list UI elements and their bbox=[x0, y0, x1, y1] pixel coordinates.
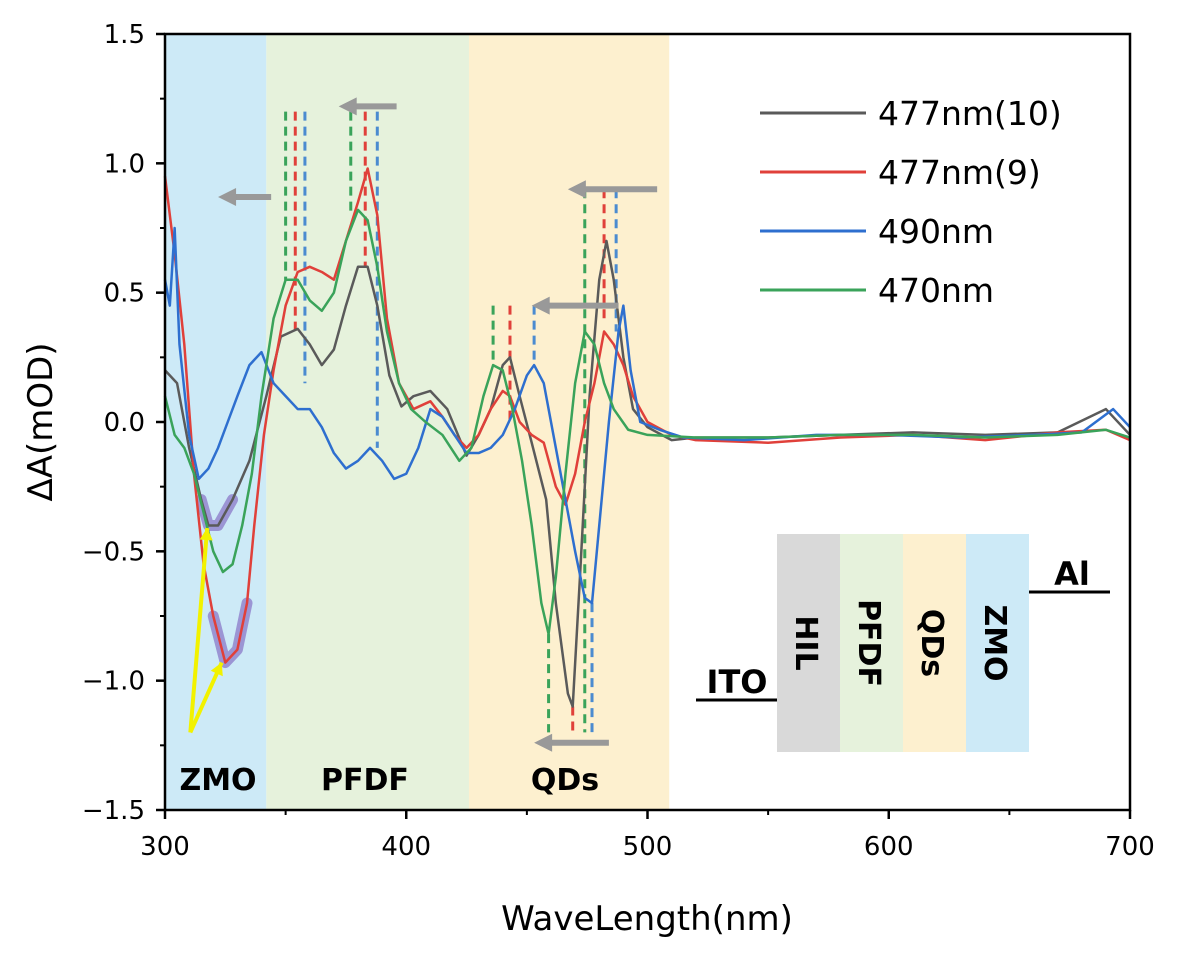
shift-arrow-head bbox=[567, 180, 586, 199]
x-axis-ticks: 300 400 500 600 700 bbox=[140, 810, 1155, 862]
layer-zmo-label: ZMO bbox=[977, 604, 1012, 681]
shift-arrow-head bbox=[531, 296, 550, 315]
x-tick-label: 600 bbox=[864, 832, 914, 862]
legend: 477nm(10) 477nm(9) 490nm 470nm bbox=[760, 94, 1062, 310]
layer-pfdf bbox=[840, 534, 903, 752]
yellow-arrow-line bbox=[188, 661, 224, 734]
y-tick-label: 0.5 bbox=[104, 279, 145, 309]
region-band bbox=[266, 34, 469, 810]
y-axis-label: ΔA(mOD) bbox=[21, 342, 61, 501]
region-bands bbox=[165, 34, 670, 810]
y-tick-label: −1.0 bbox=[82, 667, 145, 697]
shift-arrows bbox=[188, 97, 658, 752]
layer-qds bbox=[903, 534, 966, 752]
layer-pfdf-label: PFDF bbox=[851, 599, 886, 687]
legend-label: 477nm(9) bbox=[878, 153, 1041, 192]
yellow-arrow-head bbox=[199, 528, 213, 541]
layer-zmo bbox=[966, 534, 1029, 752]
device-diagram: HIL PFDF QDs ZMO ITO Al bbox=[696, 534, 1110, 752]
legend-label: 470nm bbox=[878, 271, 994, 310]
legend-label: 490nm bbox=[878, 212, 994, 251]
x-tick-label: 700 bbox=[1105, 832, 1155, 862]
legend-label: 477nm(10) bbox=[878, 94, 1062, 133]
shift-arrow-head bbox=[338, 97, 357, 116]
x-tick-label: 500 bbox=[623, 832, 673, 862]
series-line bbox=[163, 167, 1131, 664]
series-lines bbox=[163, 167, 1131, 708]
region-label-qds: QDs bbox=[531, 763, 599, 798]
layer-hil bbox=[777, 534, 840, 752]
yellow-arrow-line bbox=[188, 527, 210, 733]
x-tick-label: 300 bbox=[140, 832, 190, 862]
y-tick-label: −1.5 bbox=[82, 796, 145, 826]
y-tick-label: 1.5 bbox=[104, 20, 145, 50]
shift-arrow-head bbox=[218, 187, 237, 206]
region-label-pfdf: PFDF bbox=[321, 763, 409, 798]
layer-qds-label: QDs bbox=[914, 609, 949, 677]
region-label-zmo: ZMO bbox=[179, 763, 256, 798]
x-tick-label: 400 bbox=[381, 832, 431, 862]
layer-hil-label: HIL bbox=[788, 615, 823, 670]
y-tick-label: 0.0 bbox=[104, 408, 145, 438]
shift-arrow-head bbox=[534, 733, 553, 752]
x-axis-label: WaveLength(nm) bbox=[501, 899, 793, 939]
ito-label: ITO bbox=[707, 663, 768, 701]
yellow-arrow-head bbox=[210, 662, 223, 677]
y-axis-ticks: 1.5 1.0 0.5 0.0 −0.5 −1.0 −1.5 bbox=[82, 20, 165, 826]
y-tick-label: 1.0 bbox=[104, 149, 145, 179]
region-band bbox=[468, 34, 670, 810]
region-band bbox=[165, 34, 267, 810]
y-tick-label: −0.5 bbox=[82, 537, 145, 567]
al-label: Al bbox=[1054, 555, 1090, 593]
series-line bbox=[163, 208, 1131, 636]
